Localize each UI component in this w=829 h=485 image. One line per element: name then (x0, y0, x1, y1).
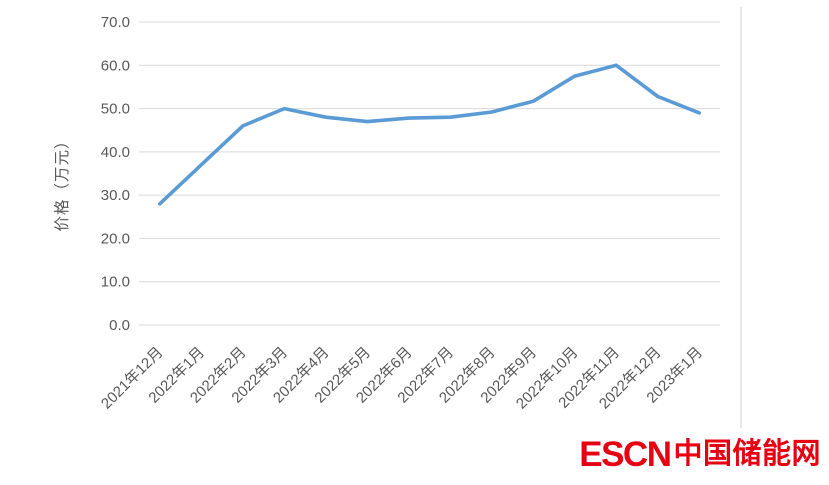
y-tick-label: 40.0 (101, 144, 130, 161)
gridlines-layer (139, 21, 720, 326)
y-tick-label: 60.0 (101, 57, 130, 74)
escn-logo-en-text: ESCN (579, 435, 672, 474)
y-axis-title: 价格（万元） (53, 132, 71, 231)
escn-logo-cn-text: 中国储能网 (673, 438, 821, 470)
y-tick-label: 10.0 (101, 274, 130, 291)
y-tick-label: 30.0 (101, 187, 130, 204)
y-tick-label: 20.0 (101, 230, 130, 247)
y-tick-label: 70.0 (101, 14, 130, 31)
y-tick-label: 0.0 (109, 317, 130, 334)
price-series-line (158, 63, 702, 206)
escn-logo: ESCN 中国储能网 (579, 437, 821, 472)
x-axis-tick-labels: 2021年12月2022年1月2022年2月2022年3月2022年4月2022… (98, 344, 706, 413)
series-layer (158, 63, 702, 206)
y-tick-label: 50.0 (101, 101, 130, 118)
y-axis-tick-labels: 0.0 10.0 20.0 30.0 40.0 50.0 60.0 70.0 (101, 14, 130, 334)
